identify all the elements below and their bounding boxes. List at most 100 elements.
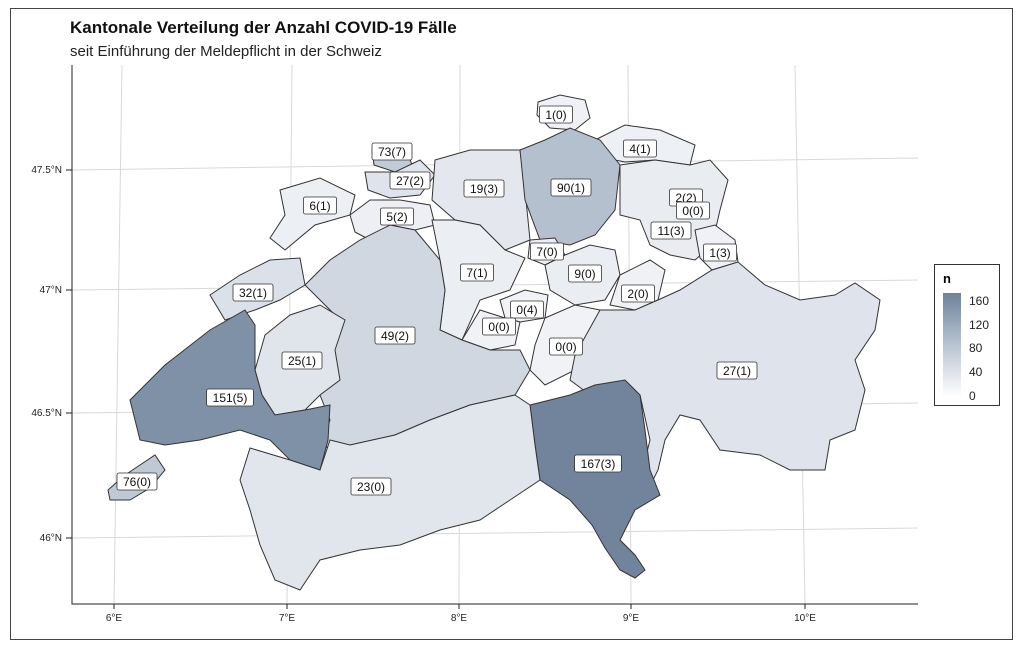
lat-tick-label: 47°N bbox=[40, 285, 62, 296]
canton-case-label: 49(2) bbox=[374, 326, 416, 345]
legend-tick-label: 160 bbox=[969, 294, 990, 308]
canton-label-box bbox=[481, 317, 516, 336]
lon-tick-label: 9°E bbox=[623, 613, 640, 624]
lat-tick-label: 47.5°N bbox=[31, 165, 62, 176]
canton-label-text: 19(3) bbox=[470, 182, 498, 196]
canton-label-text: 27(1) bbox=[723, 364, 751, 378]
legend-tick-label: 40 bbox=[969, 365, 983, 379]
figure-frame bbox=[10, 8, 1013, 640]
canton-label-box bbox=[530, 242, 565, 261]
canton-case-label: 19(3) bbox=[463, 179, 505, 198]
canton-label-box bbox=[232, 283, 274, 302]
canton-label-box bbox=[281, 351, 323, 370]
lon-tick-label: 6°E bbox=[106, 613, 123, 624]
lat-tick-label: 46.5°N bbox=[31, 408, 62, 419]
canton-case-label: 90(1) bbox=[550, 178, 592, 197]
canton-label-text: 2(2) bbox=[675, 191, 696, 205]
canton-case-label: 27(2) bbox=[389, 171, 431, 190]
canton-label-text: 0(4) bbox=[516, 303, 537, 317]
lat-tick-label: 46°N bbox=[40, 533, 62, 544]
canton-label-box bbox=[379, 207, 414, 226]
canton-label-box bbox=[703, 243, 738, 262]
canton-label-text: 73(7) bbox=[378, 145, 406, 159]
canton-case-label: 0(0) bbox=[676, 201, 711, 220]
canton-label-text: 0(0) bbox=[682, 204, 703, 218]
canton-case-label: 32(1) bbox=[232, 283, 274, 302]
canton-label-box bbox=[549, 337, 584, 356]
canton-label-text: 4(1) bbox=[629, 142, 650, 156]
canton-label-box bbox=[621, 284, 656, 303]
canton-label-box bbox=[463, 179, 505, 198]
legend-title: n bbox=[943, 271, 951, 286]
canton-label-box bbox=[116, 472, 158, 491]
axes bbox=[66, 65, 918, 609]
canton-label-text: 76(0) bbox=[123, 475, 151, 489]
lon-tick-label: 7°E bbox=[279, 613, 296, 624]
canton-label-text: 32(1) bbox=[239, 286, 267, 300]
canton-label-text: 6(1) bbox=[309, 199, 330, 213]
canton-label-box bbox=[389, 171, 431, 190]
canton-label-text: 151(5) bbox=[213, 391, 248, 405]
canton-label-box bbox=[676, 201, 711, 220]
canton-case-label: 9(0) bbox=[568, 264, 603, 283]
canton-case-label: 25(1) bbox=[281, 351, 323, 370]
legend-tick-label: 0 bbox=[969, 389, 976, 403]
canton-label-text: 90(1) bbox=[557, 181, 585, 195]
canton-label-box bbox=[539, 105, 574, 124]
canton-aargau bbox=[431, 149, 531, 251]
legend-color-bar bbox=[943, 293, 961, 397]
canton-case-label: 5(2) bbox=[379, 207, 414, 226]
canton-case-label: 1(0) bbox=[539, 105, 574, 124]
canton-label-text: 7(0) bbox=[536, 245, 557, 259]
canton-case-label: 2(0) bbox=[621, 284, 656, 303]
lon-tick-label: 8°E bbox=[451, 613, 468, 624]
canton-label-text: 0(0) bbox=[488, 320, 509, 334]
canton-shapes bbox=[107, 94, 881, 591]
canton-case-label: 167(3) bbox=[574, 454, 622, 473]
lon-tick-label: 10°E bbox=[794, 613, 816, 624]
legend-tick-label: 80 bbox=[969, 341, 983, 355]
map-title: Kantonale Verteilung der Anzahl COVID-19… bbox=[70, 18, 457, 37]
canton-label-text: 9(0) bbox=[574, 267, 595, 281]
canton-label-box bbox=[371, 142, 413, 161]
canton-label-box bbox=[374, 326, 416, 345]
canton-label-text: 23(0) bbox=[357, 480, 385, 494]
canton-label-box bbox=[206, 388, 254, 407]
canton-case-label: 27(1) bbox=[716, 361, 758, 380]
canton-label-box bbox=[509, 300, 544, 319]
canton-case-label: 0(0) bbox=[549, 337, 584, 356]
canton-case-label: 7(1) bbox=[459, 263, 494, 282]
canton-label-text: 0(0) bbox=[555, 340, 576, 354]
canton-label-box bbox=[350, 477, 392, 496]
canton-label-box bbox=[550, 178, 592, 197]
canton-label-text: 27(2) bbox=[396, 174, 424, 188]
canton-case-label: 0(4) bbox=[509, 300, 544, 319]
canton-label-box bbox=[716, 361, 758, 380]
canton-label-text: 11(3) bbox=[657, 224, 684, 238]
map-subtitle: seit Einführung der Meldepflicht in der … bbox=[70, 43, 382, 60]
canton-case-label: 11(3) bbox=[650, 221, 692, 240]
canton-label-text: 1(0) bbox=[545, 108, 566, 122]
canton-label-box bbox=[623, 139, 658, 158]
canton-case-label: 151(5) bbox=[206, 388, 254, 407]
canton-label-box bbox=[574, 454, 622, 473]
canton-label-text: 1(3) bbox=[709, 246, 730, 260]
legend-tick-label: 120 bbox=[969, 318, 990, 332]
canton-label-box bbox=[568, 264, 603, 283]
canton-label-text: 7(1) bbox=[466, 266, 487, 280]
canton-case-label: 73(7) bbox=[371, 142, 413, 161]
canton-case-label: 7(0) bbox=[530, 242, 565, 261]
canton-case-label: 76(0) bbox=[116, 472, 158, 491]
legend: n 160 120 80 40 0 bbox=[934, 264, 1000, 406]
canton-case-label: 4(1) bbox=[623, 139, 658, 158]
canton-label-text: 5(2) bbox=[386, 210, 407, 224]
canton-labels: 1(0) 73(7) 4(1) 27(2) 19(3) 90(1) 6(1) 5(2) 2(2)… bbox=[116, 105, 758, 496]
canton-label-text: 167(3) bbox=[581, 457, 616, 471]
canton-case-label: 0(0) bbox=[481, 317, 516, 336]
canton-ticino bbox=[529, 379, 661, 579]
canton-case-label: 6(1) bbox=[302, 196, 337, 215]
canton-label-box bbox=[459, 263, 494, 282]
canton-case-label: 1(3) bbox=[703, 243, 738, 262]
canton-label-text: 25(1) bbox=[288, 354, 316, 368]
